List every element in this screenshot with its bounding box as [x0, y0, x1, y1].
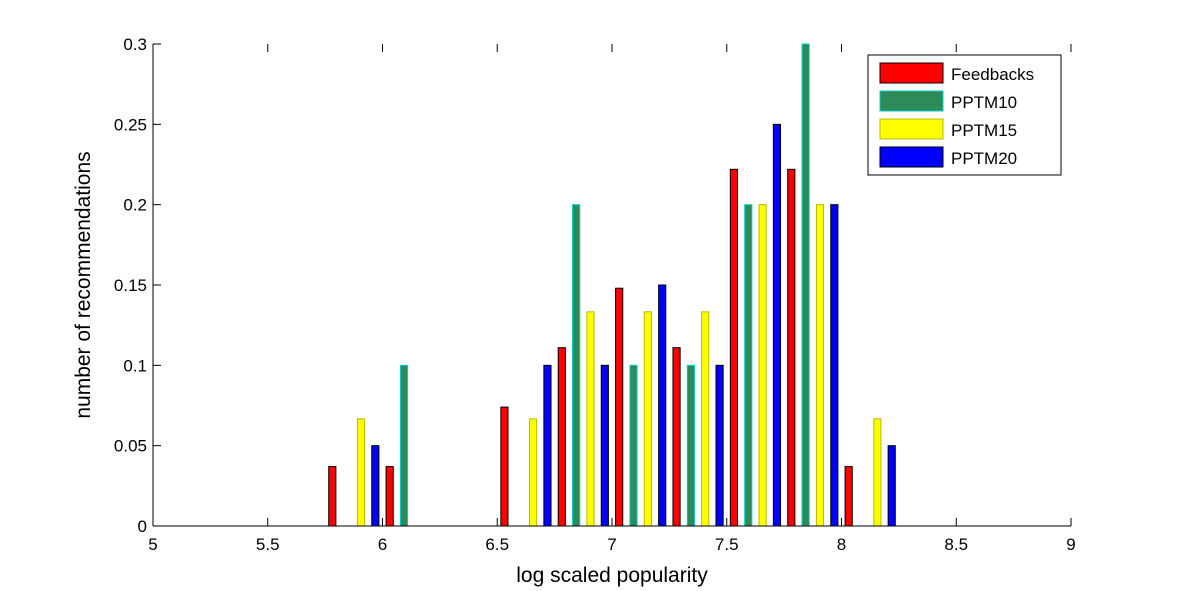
bar-pptm20-7 [600, 364, 609, 527]
y-tick-label: 0.1 [123, 356, 147, 375]
x-tick-label: 6 [378, 535, 387, 554]
bar-pptm20-6 [543, 364, 552, 527]
bar-pptm20-10 [772, 123, 782, 527]
x-axis-label: log scaled popularity [516, 564, 708, 587]
bar-feedbacks-10 [729, 168, 739, 527]
y-axis-label: number of recommendations [72, 151, 95, 418]
bar-pptm15-6 [529, 418, 538, 527]
bar-pptm20-3 [371, 445, 380, 527]
y-tick-label: 0.05 [114, 437, 147, 456]
bar-pptm10-4 [399, 364, 409, 527]
legend-label-pptm20: PPTM20 [951, 149, 1017, 168]
bar-pptm15-11 [815, 204, 825, 527]
y-tick-label: 0.15 [114, 276, 147, 295]
bar-pptm15-7 [586, 311, 595, 527]
x-tick-label: 6.5 [485, 535, 509, 554]
x-tick-label: 7.5 [715, 535, 739, 554]
bar-pptm10-10 [744, 204, 753, 527]
x-tick-label: 8 [837, 535, 846, 554]
legend-label-pptm10: PPTM10 [951, 93, 1017, 112]
legend-label-pptm15: PPTM15 [951, 121, 1017, 140]
bar-feedbacks-6 [500, 406, 509, 527]
bar-pptm10-11 [801, 43, 810, 527]
legend-swatch-pptm20 [879, 146, 944, 168]
bar-feedbacks-9 [672, 347, 681, 527]
bar-pptm20-11 [830, 204, 839, 527]
x-tick-label: 8.5 [944, 535, 968, 554]
x-tick-label: 5 [148, 535, 157, 554]
bar-feedbacks-12 [844, 466, 853, 527]
x-ticks: 5 5.5 6 6.5 7 7.5 8 8.5 9 [148, 44, 1076, 554]
bar-pptm10-7 [572, 204, 581, 527]
bar-pptm15-8 [643, 311, 652, 527]
bar-feedbacks-8 [615, 287, 624, 527]
y-ticks: 0 0.05 0.1 0.15 0.2 0.25 0.3 [114, 35, 161, 536]
bar-pptm10-9 [686, 364, 695, 527]
bar-pptm15-10 [758, 204, 767, 527]
bar-pptm15-9 [701, 311, 710, 527]
legend-label-feedbacks: Feedbacks [951, 65, 1034, 84]
x-tick-label: 7 [607, 535, 616, 554]
y-tick-label: 0.2 [123, 196, 147, 215]
bar-feedbacks-11 [787, 168, 796, 527]
bar-pptm20-9 [715, 364, 724, 527]
x-tick-label: 9 [1066, 535, 1075, 554]
y-tick-label: 0 [138, 517, 147, 536]
bar-pptm15-3 [356, 418, 366, 527]
bar-feedbacks-3 [328, 466, 337, 527]
legend-swatch-pptm10 [879, 90, 944, 112]
bar-feedbacks-7 [557, 347, 566, 527]
legend: Feedbacks PPTM10 PPTM15 PPTM20 [867, 54, 1062, 176]
legend-swatch-feedbacks [879, 62, 944, 84]
y-tick-label: 0.25 [114, 115, 147, 134]
y-tick-label: 0.3 [123, 35, 147, 54]
bar-pptm15-12 [873, 418, 882, 527]
bar-pptm10-8 [629, 364, 638, 527]
bar-pptm20-8 [658, 284, 667, 527]
bar-feedbacks-4 [385, 466, 394, 527]
legend-swatch-pptm15 [879, 118, 944, 140]
bar-pptm20-12 [887, 445, 896, 527]
x-tick-label: 5.5 [256, 535, 280, 554]
